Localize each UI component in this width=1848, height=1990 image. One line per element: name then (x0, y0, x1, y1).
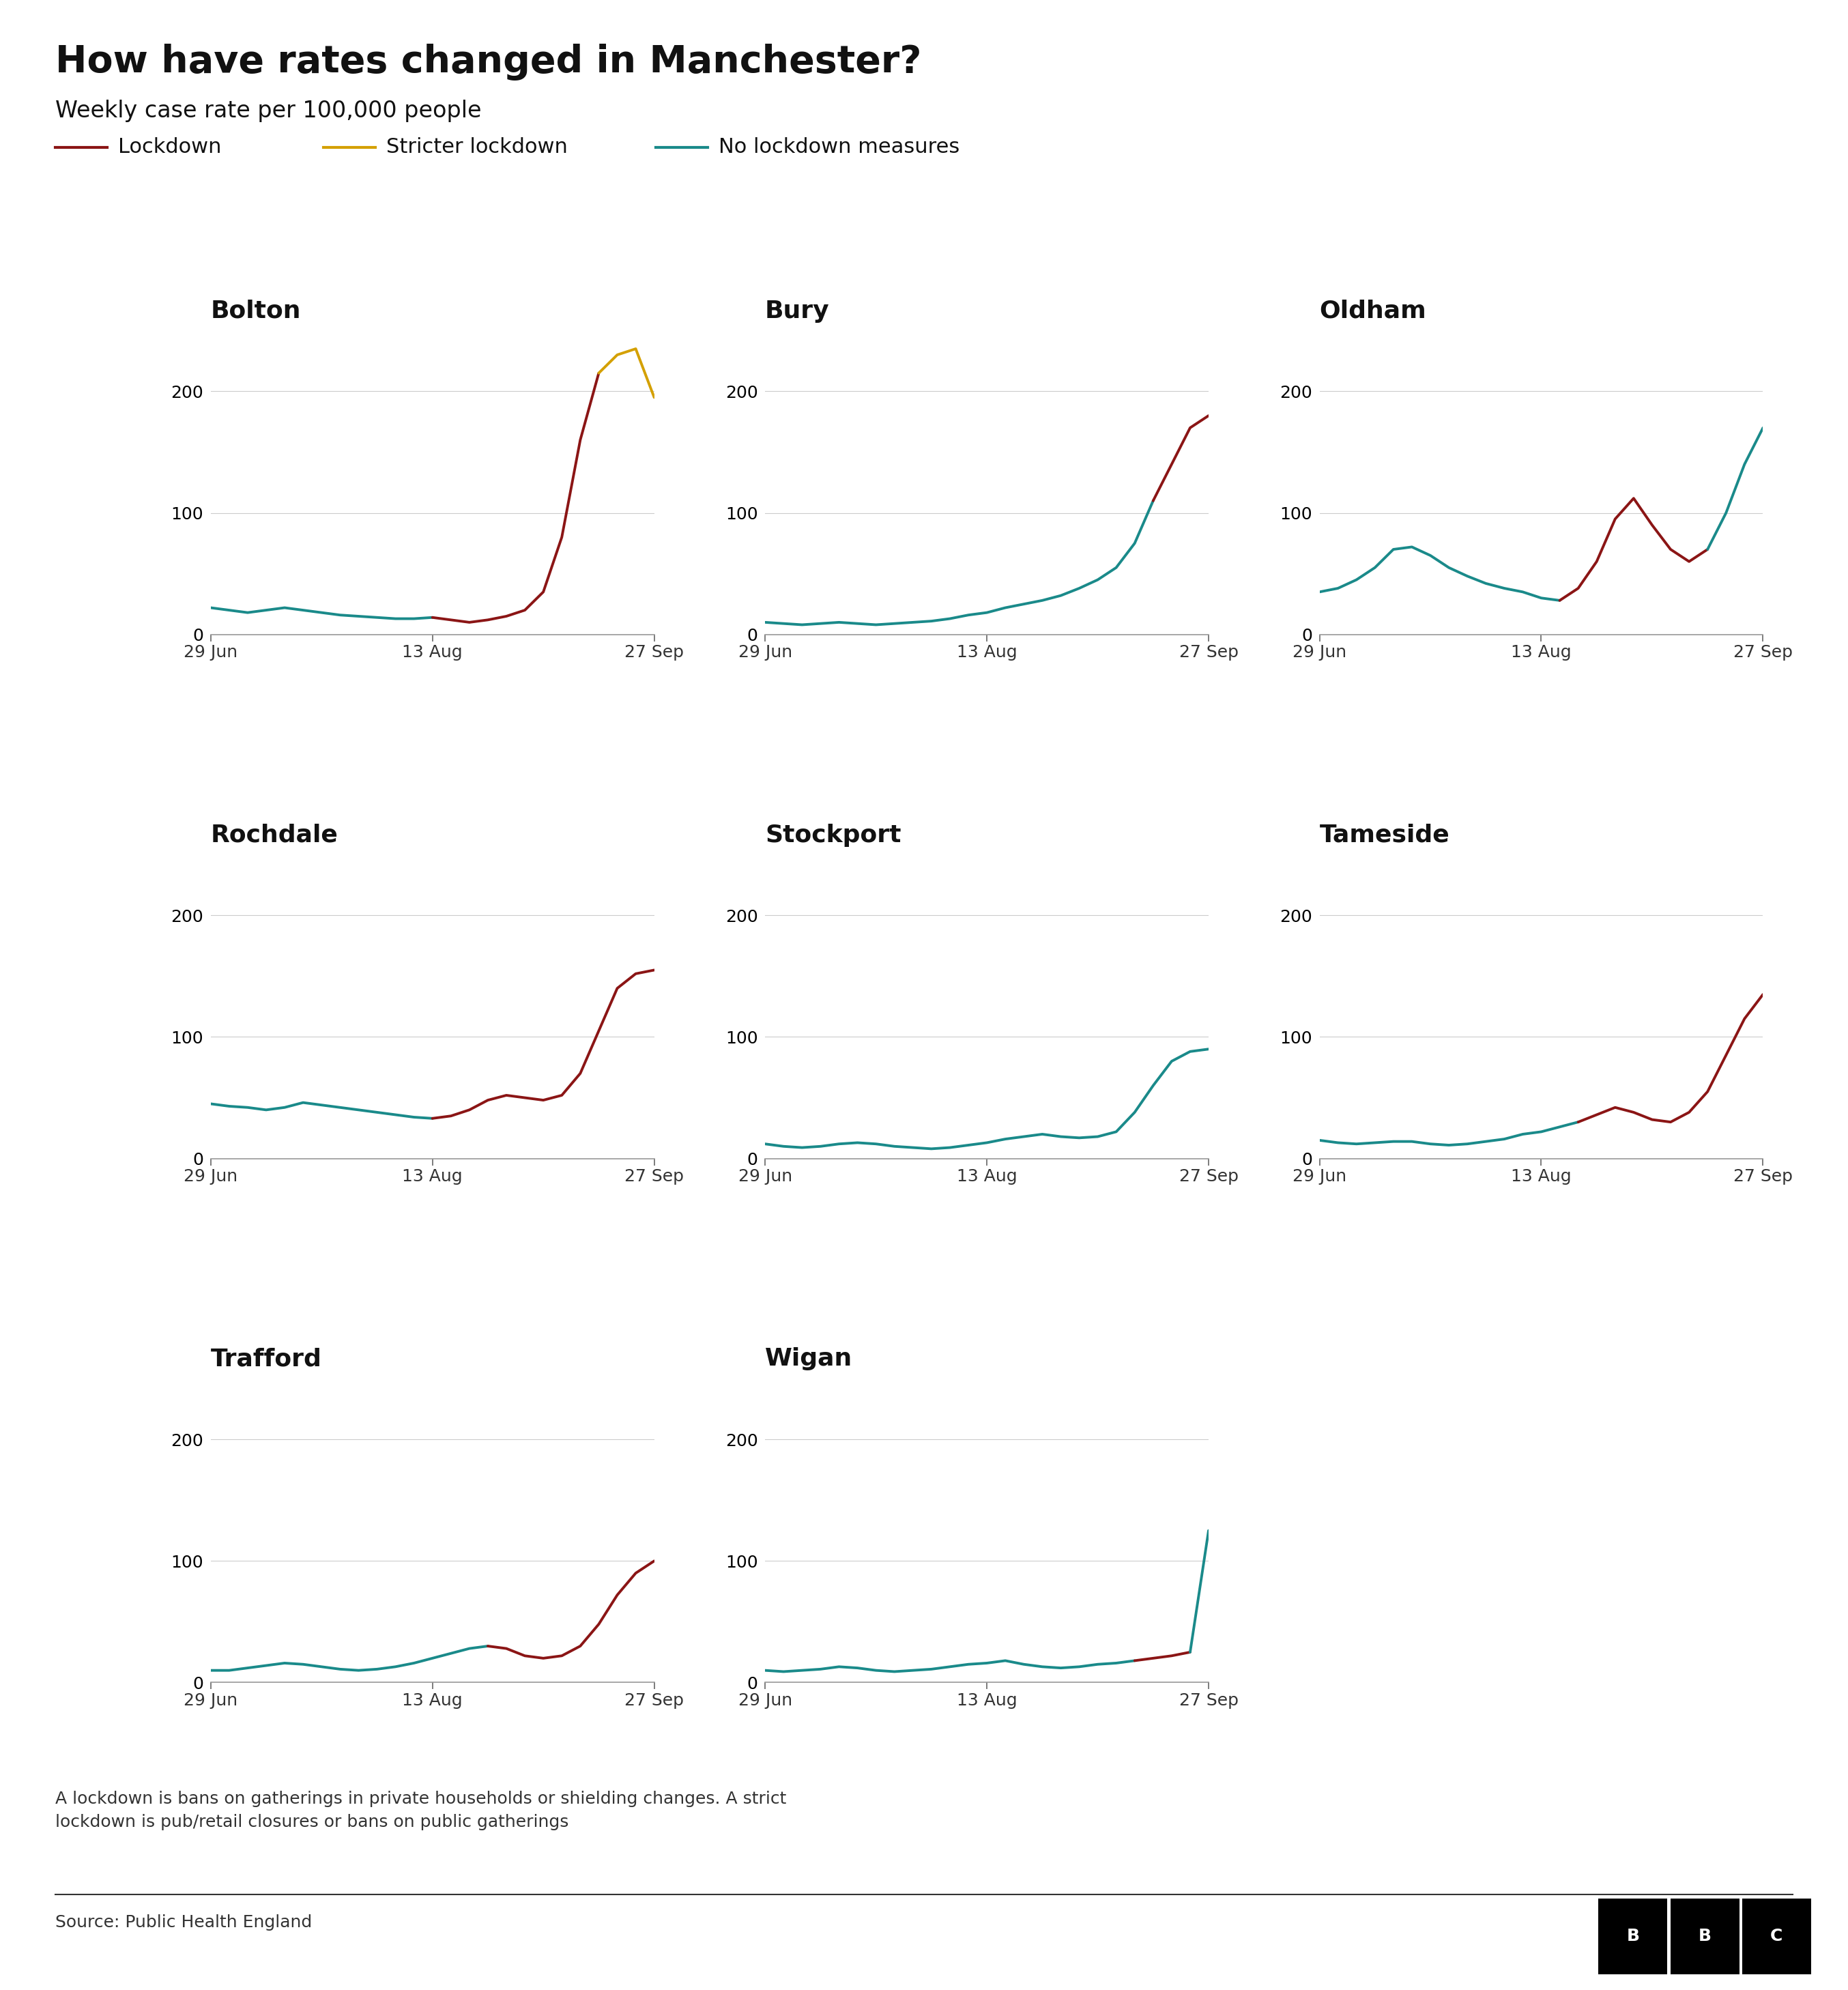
Text: Trafford: Trafford (211, 1347, 322, 1371)
Text: Wigan: Wigan (765, 1347, 852, 1371)
Text: A lockdown is bans on gatherings in private households or shielding changes. A s: A lockdown is bans on gatherings in priv… (55, 1791, 787, 1831)
Text: Bolton: Bolton (211, 298, 301, 322)
Text: Rochdale: Rochdale (211, 824, 338, 846)
Text: Oldham: Oldham (1319, 298, 1427, 322)
Text: Lockdown: Lockdown (118, 137, 222, 157)
Text: No lockdown measures: No lockdown measures (719, 137, 959, 157)
Bar (1743, 1898, 1811, 1974)
Text: How have rates changed in Manchester?: How have rates changed in Manchester? (55, 44, 922, 82)
Text: Source: Public Health England: Source: Public Health England (55, 1914, 312, 1930)
Text: Weekly case rate per 100,000 people: Weekly case rate per 100,000 people (55, 100, 482, 121)
Text: B: B (1626, 1928, 1639, 1944)
Text: Stricter lockdown: Stricter lockdown (386, 137, 567, 157)
Text: Stockport: Stockport (765, 824, 902, 846)
Text: Tameside: Tameside (1319, 824, 1449, 846)
Bar (1599, 1898, 1667, 1974)
Text: Bury: Bury (765, 298, 830, 322)
Bar (1671, 1898, 1739, 1974)
Text: B: B (1698, 1928, 1711, 1944)
Text: C: C (1770, 1928, 1783, 1944)
